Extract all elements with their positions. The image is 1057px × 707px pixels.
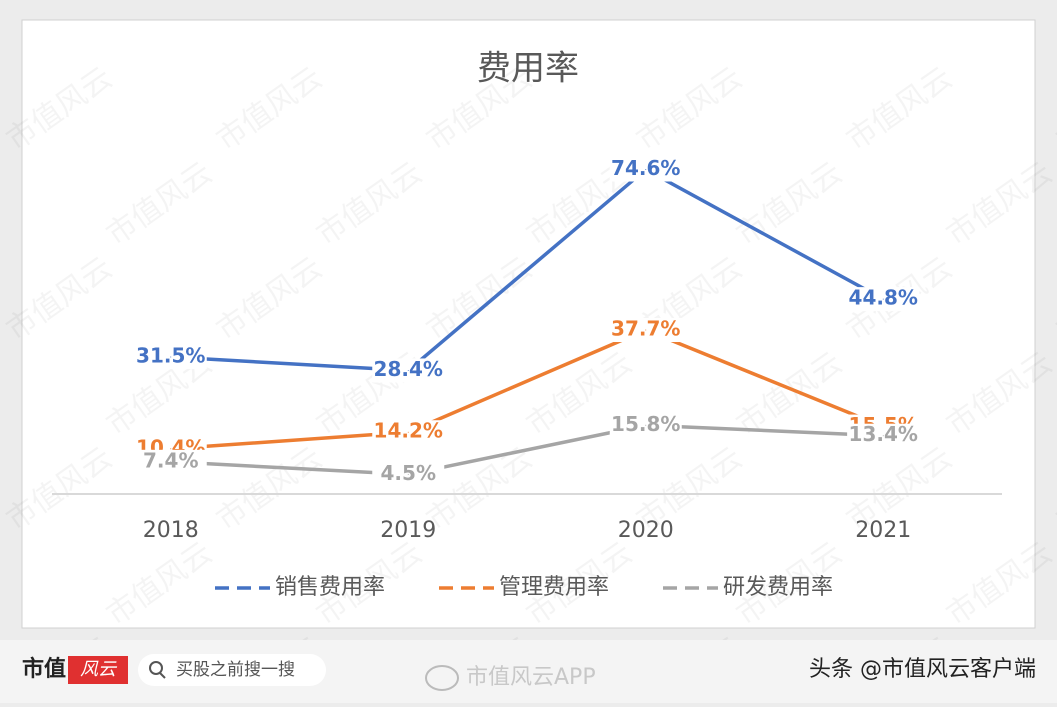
series-line — [170, 167, 885, 373]
data-label: 74.6% — [611, 156, 680, 180]
x-tick-label: 2018 — [143, 518, 199, 543]
data-label: 28.4% — [374, 357, 443, 381]
footer-logo: 市值 — [22, 656, 66, 682]
chart-title: 费用率 — [477, 49, 579, 89]
x-tick-label: 2020 — [618, 518, 674, 543]
search-box[interactable] — [138, 654, 326, 686]
logo-badge — [68, 656, 128, 684]
data-label: 14.2% — [374, 419, 443, 443]
footer-center: 市值风云APP — [466, 665, 596, 690]
series-line — [170, 328, 884, 451]
x-tick-label: 2021 — [855, 518, 911, 543]
point — [407, 369, 409, 371]
point — [882, 435, 884, 437]
data-label: 7.4% — [143, 448, 198, 472]
legend-label: 管理费用率 — [499, 575, 609, 600]
point — [645, 168, 647, 170]
data-label: 13.4% — [849, 422, 918, 446]
data-label: 44.8% — [849, 286, 918, 310]
legend-label: 销售费用率 — [275, 575, 385, 600]
point — [645, 424, 647, 426]
legend-label: 研发费用率 — [723, 575, 833, 600]
data-label: 15.8% — [611, 412, 680, 436]
point — [407, 473, 409, 475]
plot: 2018 2019 2020 2021 31.5% 28.4% 74.6% 44.8% 销售费用… — [134, 156, 920, 600]
data-label: 4.5% — [381, 461, 436, 485]
search-icon — [149, 661, 163, 675]
search-text: 买股之前搜一搜 — [176, 660, 295, 680]
point — [882, 298, 884, 300]
data-label: 31.5% — [136, 343, 205, 367]
series-line — [170, 423, 884, 477]
point — [170, 356, 172, 358]
footer-right: 头条 @市值风云客户端 — [809, 657, 1036, 682]
data-label: 37.7% — [611, 317, 680, 341]
point — [645, 329, 647, 331]
chart-area — [21, 19, 1036, 629]
x-tick-label: 2019 — [380, 518, 436, 543]
point — [170, 461, 172, 463]
weibo-icon — [425, 665, 459, 691]
search-icon — [159, 672, 166, 679]
point — [170, 448, 172, 450]
point — [407, 431, 409, 433]
footer-logo-script: 风云 — [80, 659, 118, 680]
